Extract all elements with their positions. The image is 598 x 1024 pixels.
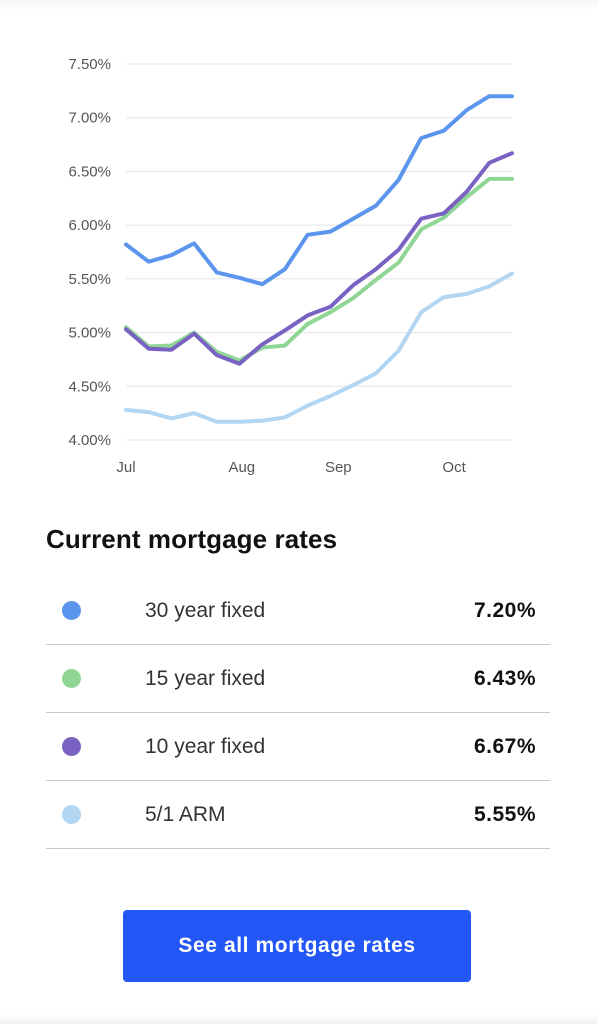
y-axis-ticks: 7.50% 7.00% 6.50% 6.00% 5.50% 5.00% 4.50% 4.00% (68, 56, 111, 449)
series-line-30-year-fixed (124, 94, 514, 287)
series-dot-15-year-fixed (62, 668, 81, 688)
x-tick-label: Oct (442, 459, 466, 476)
bottom-edge (0, 1014, 598, 1024)
see-all-mortgage-rates-button[interactable]: See all mortgage rates (123, 910, 471, 982)
y-tick-label: 5.50% (68, 271, 111, 288)
rate-row-10-year-fixed: 10 year fixed 6.67% (46, 713, 550, 781)
rate-label: 5/1 ARM (145, 802, 226, 826)
x-tick-label: Aug (228, 459, 255, 476)
series-dot-30-year-fixed (62, 600, 81, 620)
mortgage-rates-chart: 7.50% 7.00% 6.50% 6.00% 5.50% 5.00% 4.50% 4.00%… (68, 56, 514, 476)
series-line-5-1-arm (124, 271, 514, 424)
x-tick-label: Sep (325, 459, 352, 476)
series-dot-10-year-fixed (62, 736, 81, 756)
rate-label: 15 year fixed (145, 666, 266, 690)
series-dot-5-1-arm (62, 804, 81, 824)
series-lines (124, 94, 514, 424)
top-edge (0, 0, 598, 10)
series-line-10-year-fixed (124, 151, 514, 366)
x-tick-label: Jul (116, 459, 135, 476)
y-tick-label: 7.00% (68, 110, 111, 127)
rate-value: 6.43% (473, 666, 536, 690)
y-tick-label: 7.50% (68, 56, 111, 73)
y-tick-label: 6.50% (68, 163, 111, 180)
y-tick-label: 5.00% (68, 325, 111, 342)
y-tick-label: 4.00% (68, 432, 111, 449)
rate-label: 30 year fixed (145, 598, 266, 622)
rate-row-30-year-fixed: 30 year fixed 7.20% (46, 577, 550, 645)
x-axis-ticks: Jul Aug Sep Oct (116, 459, 466, 476)
rate-row-15-year-fixed: 15 year fixed 6.43% (46, 645, 550, 713)
y-tick-label: 4.50% (68, 378, 111, 395)
rate-value: 7.20% (473, 598, 536, 622)
rate-value: 6.67% (473, 734, 536, 758)
rates-list: 30 year fixed 7.20% 15 year fixed 6.43% … (46, 577, 550, 849)
rate-row-5-1-arm: 5/1 ARM 5.55% (46, 781, 550, 849)
rate-value: 5.55% (473, 802, 536, 826)
y-tick-label: 6.00% (68, 217, 111, 234)
section-title: Current mortgage rates (46, 524, 338, 554)
rate-label: 10 year fixed (145, 734, 266, 758)
